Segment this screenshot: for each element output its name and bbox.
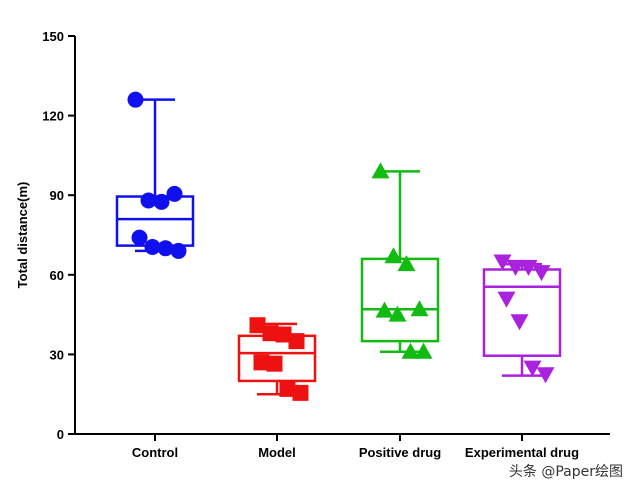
box-control xyxy=(115,98,195,253)
y-tick-label: 90 xyxy=(50,188,64,203)
box-experimental-drug xyxy=(482,262,562,377)
data-point-experimental-drug xyxy=(536,367,555,384)
x-tick-label: Positive drug xyxy=(359,445,441,460)
data-point-positive-drug xyxy=(410,300,429,317)
data-point-positive-drug xyxy=(388,305,407,322)
y-axis-title: Total distance(m) xyxy=(15,182,30,289)
data-point-experimental-drug xyxy=(519,259,538,276)
data-points xyxy=(127,91,555,401)
data-point-positive-drug xyxy=(397,255,416,272)
data-point-model xyxy=(275,326,292,343)
data-point-model xyxy=(292,384,309,401)
data-point-positive-drug xyxy=(401,342,420,359)
y-tick-label: 120 xyxy=(42,109,64,124)
iqr-box xyxy=(482,268,562,357)
y-tick-label: 150 xyxy=(42,29,64,44)
data-point-control xyxy=(157,240,174,257)
data-point-model xyxy=(266,355,283,372)
data-point-experimental-drug xyxy=(493,254,512,271)
y-tick-label: 60 xyxy=(50,268,64,283)
data-point-positive-drug xyxy=(414,342,433,359)
data-point-model xyxy=(288,333,305,350)
data-point-control xyxy=(170,242,187,259)
data-point-control xyxy=(153,193,170,210)
data-point-control xyxy=(140,192,157,209)
data-point-control xyxy=(127,91,144,108)
x-tick-label: Model xyxy=(258,445,296,460)
data-point-control xyxy=(166,185,183,202)
y-tick-label: 0 xyxy=(57,427,64,442)
data-point-model xyxy=(279,380,296,397)
data-point-model xyxy=(249,317,266,334)
watermark: 头条 @Paper绘图 xyxy=(505,460,626,482)
y-tick-label: 30 xyxy=(50,347,64,362)
data-point-control xyxy=(131,229,148,246)
data-point-positive-drug xyxy=(384,247,403,264)
data-point-control xyxy=(144,238,161,255)
data-point-positive-drug xyxy=(371,162,390,179)
data-point-model xyxy=(262,325,279,342)
x-tick-label: Experimental drug xyxy=(465,445,579,460)
data-point-experimental-drug xyxy=(506,259,525,276)
data-point-positive-drug xyxy=(375,301,394,318)
data-point-experimental-drug xyxy=(510,314,529,331)
x-tick-label: Control xyxy=(132,445,178,460)
data-point-experimental-drug xyxy=(497,291,516,308)
iqr-box xyxy=(360,257,440,343)
data-point-model xyxy=(253,354,270,371)
axes: 0 30 60 90 120 150 Control Model Positive drug Ex… xyxy=(42,29,610,460)
data-point-experimental-drug xyxy=(532,265,551,282)
data-point-experimental-drug xyxy=(523,360,542,377)
